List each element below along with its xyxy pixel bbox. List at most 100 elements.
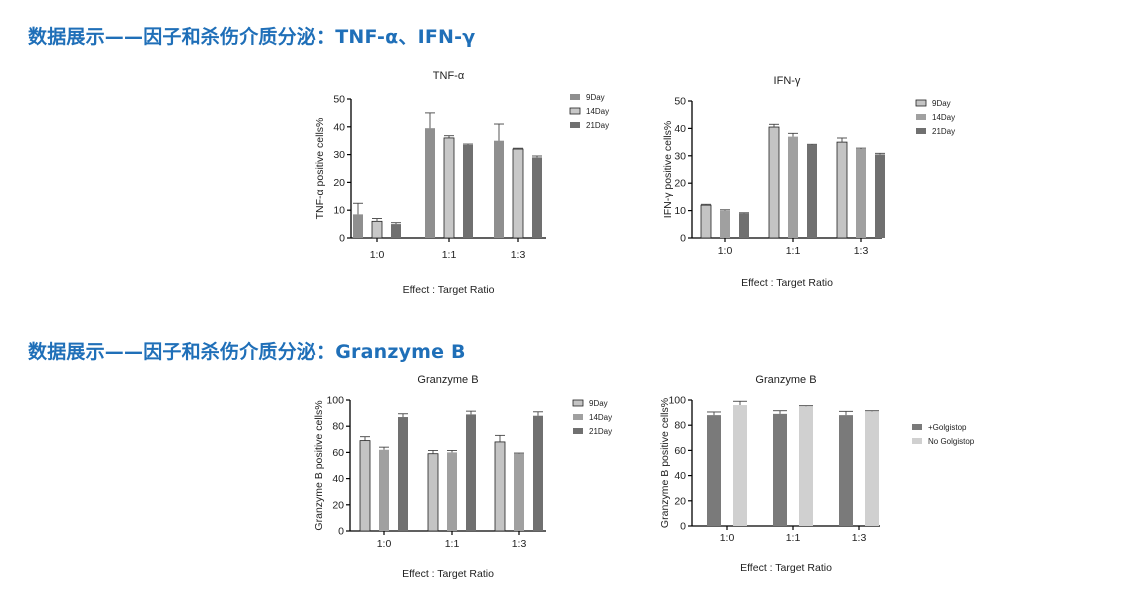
y-tick-label: 0: [338, 526, 344, 538]
legend-swatch: [570, 122, 580, 128]
bar-14day: [443, 137, 455, 239]
x-tick-label: 1:3: [511, 249, 526, 261]
y-tick-label: 20: [332, 499, 344, 511]
x-tick-label: 1:0: [377, 538, 392, 550]
bar-no-golgistop: [799, 406, 813, 526]
bar-9day: [425, 128, 435, 238]
legend-swatch: [573, 428, 583, 434]
bar-no-golgistop: [865, 411, 879, 526]
y-tick-label: 0: [339, 233, 345, 245]
y-tick-label: 40: [333, 121, 345, 133]
y-tick-label: 30: [674, 150, 686, 162]
bar-21day: [807, 144, 817, 238]
bar-no-golgistop: [733, 405, 747, 526]
chart-title: Granzyme B: [417, 374, 478, 386]
y-tick-label: 60: [332, 447, 344, 459]
legend-swatch: [912, 438, 922, 444]
chart-title: TNF-α: [433, 70, 465, 82]
y-tick-label: 20: [674, 178, 686, 190]
legend-label: 21Day: [589, 427, 612, 436]
legend-label: 9Day: [586, 93, 605, 102]
bar-21day: [532, 157, 542, 238]
bar-9day: [768, 126, 780, 239]
y-tick-label: 0: [680, 521, 686, 533]
bar-9day: [700, 204, 712, 239]
y-tick-label: 40: [674, 123, 686, 135]
ifn-gamma-chart: IFN-γ 0 10 20 30 40 50 IFN-γ positive cells% Eff…: [662, 75, 955, 289]
legend-label: 21Day: [586, 121, 609, 130]
legend-label: 9Day: [589, 399, 608, 408]
x-tick-label: 1:0: [720, 532, 735, 544]
legend-swatch: [572, 399, 584, 407]
legend-label: +Golgistop: [928, 423, 967, 432]
y-tick-label: 20: [333, 177, 345, 189]
y-tick-label: 60: [674, 445, 686, 457]
legend-label: 14Day: [589, 413, 612, 422]
y-tick-label: 80: [674, 420, 686, 432]
bar-9day: [836, 141, 848, 239]
y-tick-label: 50: [674, 96, 686, 108]
bar-14day: [856, 148, 866, 238]
bar-9day: [494, 140, 504, 238]
legend-swatch: [570, 94, 580, 100]
bar-14day: [379, 449, 389, 531]
x-tick-label: 1:1: [786, 245, 801, 257]
bar-14day: [371, 220, 383, 239]
bar-golgistop: [707, 415, 721, 526]
bar-9day: [427, 453, 439, 532]
y-tick-label: 50: [333, 94, 345, 106]
y-tick-label: 10: [333, 205, 345, 217]
y-tick-label: 40: [674, 470, 686, 482]
y-tick-label: 30: [333, 149, 345, 161]
chart-title: Granzyme B: [755, 374, 816, 386]
legend-label: No Golgistop: [928, 437, 975, 446]
legend-label: 14Day: [586, 107, 609, 116]
x-tick-label: 1:1: [786, 532, 801, 544]
bar-golgistop: [773, 413, 787, 526]
x-axis-label: Effect : Target Ratio: [402, 568, 494, 580]
tnf-alpha-chart: TNF-α 0 10 20 30 40 50 TNF-α positive cells% Eff…: [314, 70, 609, 296]
bar-golgistop: [839, 415, 853, 526]
y-tick-label: 10: [674, 205, 686, 217]
bar-14day: [447, 452, 457, 531]
bar-9day: [494, 441, 506, 532]
y-tick-label: 40: [332, 473, 344, 485]
legend-label: 21Day: [932, 127, 955, 136]
x-tick-label: 1:1: [445, 538, 460, 550]
y-tick-label: 0: [680, 233, 686, 245]
y-axis-label: Granzyme B positive cells%: [313, 400, 325, 530]
bar-21day: [463, 144, 473, 238]
x-tick-label: 1:0: [370, 249, 385, 261]
y-tick-label: 100: [668, 395, 686, 407]
legend-swatch: [912, 424, 922, 430]
bar-21day: [875, 154, 885, 238]
y-tick-label: 20: [674, 495, 686, 507]
x-tick-label: 1:3: [512, 538, 527, 550]
legend-swatch: [915, 99, 927, 107]
legend-label: 14Day: [932, 113, 955, 122]
y-tick-label: 100: [326, 395, 344, 407]
x-axis-label: Effect : Target Ratio: [403, 284, 495, 296]
bar-9day: [353, 214, 363, 238]
x-tick-label: 1:1: [442, 249, 457, 261]
y-tick-label: 80: [332, 421, 344, 433]
x-tick-label: 1:0: [718, 245, 733, 257]
y-axis-label: TNF-α positive cells%: [314, 118, 326, 220]
bar-21day: [398, 417, 408, 531]
legend-swatch: [916, 128, 926, 134]
x-axis-label: Effect : Target Ratio: [740, 562, 832, 574]
bar-21day: [466, 414, 476, 531]
y-axis-label: IFN-γ positive cells%: [662, 121, 674, 218]
section-heading-granzyme: 数据展示——因子和杀伤介质分泌：Granzyme B: [28, 341, 466, 363]
x-tick-label: 1:3: [854, 245, 869, 257]
bar-14day: [788, 136, 798, 238]
bar-21day: [391, 224, 401, 238]
legend-swatch: [573, 414, 583, 420]
y-axis-label: Granzyme B positive cells%: [659, 398, 671, 528]
x-tick-label: 1:3: [852, 532, 867, 544]
legend-swatch: [916, 114, 926, 120]
section-heading-tnf-ifn: 数据展示——因子和杀伤介质分泌：TNF-α、IFN-γ: [28, 26, 476, 48]
bar-21day: [533, 415, 543, 531]
